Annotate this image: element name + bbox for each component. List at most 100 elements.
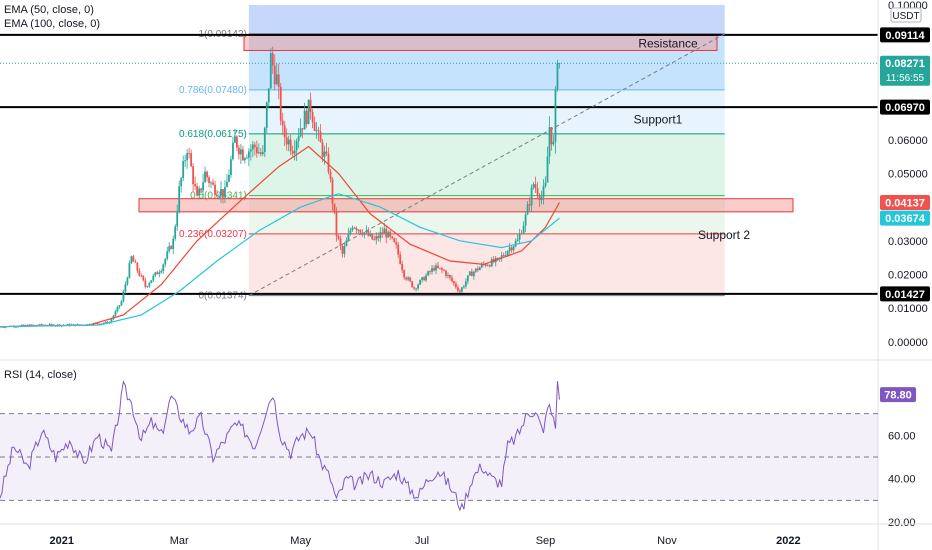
candle-body <box>464 281 467 287</box>
price-badge-text: 0.04137 <box>885 198 925 210</box>
candle-body <box>24 325 27 326</box>
candle-body <box>166 251 169 259</box>
candle-body <box>301 128 304 130</box>
ema100-legend[interactable]: EMA (100, close, 0) <box>4 18 100 30</box>
candle-body <box>383 228 386 234</box>
candle-body <box>453 281 455 284</box>
candle-body <box>429 271 431 273</box>
candle-body <box>96 323 99 324</box>
candle-body <box>472 271 475 277</box>
currency-label: USDT <box>892 11 919 22</box>
price-badge-text: 0.06970 <box>885 102 925 114</box>
price-axis-tick: 0.00000 <box>888 337 928 349</box>
fib-level-label: 0(0.01374) <box>198 291 246 302</box>
candle-body <box>365 230 368 233</box>
candle-body <box>542 186 545 198</box>
ema50-legend[interactable]: EMA (50, close, 0) <box>4 4 94 16</box>
candle-body <box>138 270 141 276</box>
candle-body <box>110 318 113 323</box>
candle-body <box>508 247 511 252</box>
candle-body <box>198 188 200 196</box>
candle-body <box>172 238 175 249</box>
fib-zone <box>248 33 725 90</box>
candle-body <box>387 231 390 238</box>
rsi-axis-tick: 60.00 <box>888 430 916 442</box>
candle-body <box>234 136 236 143</box>
candle-body <box>335 212 338 236</box>
candle-body <box>257 152 260 154</box>
candle-body <box>114 311 117 316</box>
fib-zone <box>248 233 725 296</box>
candle-body <box>104 321 107 324</box>
candle-body <box>403 270 406 278</box>
candle-body <box>379 232 382 239</box>
candle-body <box>514 241 517 247</box>
candle-body <box>210 182 212 184</box>
candle-body <box>351 227 354 231</box>
candle-body <box>190 153 193 167</box>
rsi-badge <box>880 387 916 403</box>
fib-top-zone <box>248 5 725 34</box>
candle-body <box>490 259 493 267</box>
candle-body <box>136 262 139 271</box>
candle-body <box>146 286 149 287</box>
price-badge <box>880 55 930 86</box>
candle-body <box>331 179 334 204</box>
candle-body <box>34 324 37 326</box>
candle-body <box>269 53 272 89</box>
candle-body <box>425 275 427 281</box>
candle-body <box>98 323 101 325</box>
candle-body <box>546 156 549 183</box>
candle-body <box>371 233 374 240</box>
candle-body <box>66 324 69 326</box>
candle-body <box>474 268 477 272</box>
candle-body <box>476 268 479 271</box>
candle-body <box>413 287 416 289</box>
candle-body <box>285 137 288 145</box>
candle-body <box>281 120 284 126</box>
candle-body <box>337 235 340 239</box>
candle-body <box>22 324 25 326</box>
candle-body <box>154 272 157 276</box>
candle-body <box>196 186 199 196</box>
candle-body <box>50 324 53 325</box>
candle-body <box>140 275 143 277</box>
candle-body <box>263 127 266 152</box>
candle-body <box>267 88 270 103</box>
candle-body <box>236 136 238 148</box>
candle-body <box>164 258 167 265</box>
time-axis-tick: 2021 <box>49 535 73 547</box>
fib-zone <box>248 195 725 234</box>
price-badge <box>880 99 930 115</box>
candles <box>0 46 561 329</box>
candle-body <box>232 142 234 160</box>
fib-level-label: 0.618(0.06175) <box>179 129 247 140</box>
candle-body <box>255 147 258 154</box>
price-axis-tick: 0.03000 <box>888 236 928 248</box>
rsi-legend[interactable]: RSI (14, close) <box>4 369 77 381</box>
candle-body <box>534 184 537 188</box>
candle-body <box>226 181 228 188</box>
candle-body <box>243 158 246 161</box>
candle-body <box>369 233 372 236</box>
time-axis-tick: Jul <box>415 535 429 547</box>
rsi-badge-text: 78.80 <box>884 390 912 402</box>
candle-body <box>349 230 352 234</box>
candle-body <box>200 188 202 191</box>
candle-body <box>486 265 489 266</box>
candle-body <box>184 160 187 162</box>
candle-body <box>484 264 487 266</box>
candle-body <box>124 284 127 292</box>
candle-body <box>220 189 222 196</box>
candle-body <box>415 288 418 290</box>
candle-body <box>447 274 449 276</box>
candle-body <box>327 153 330 172</box>
candle-body <box>397 244 400 255</box>
candle-body <box>325 151 328 154</box>
candle-body <box>504 255 507 257</box>
candle-body <box>142 275 145 281</box>
price-badge-text: 0.01427 <box>885 289 925 301</box>
candle-body <box>277 74 280 87</box>
candle-body <box>512 246 515 251</box>
